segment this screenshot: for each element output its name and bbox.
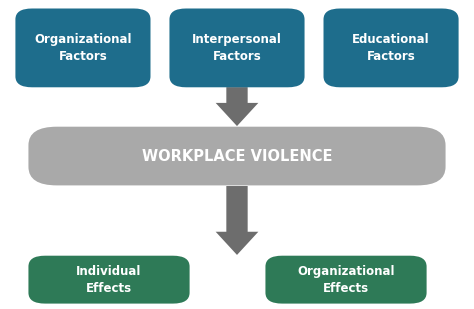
Text: Organizational
Effects: Organizational Effects (297, 265, 395, 295)
FancyBboxPatch shape (15, 8, 151, 87)
Text: Individual
Effects: Individual Effects (76, 265, 142, 295)
Text: Interpersonal
Factors: Interpersonal Factors (192, 33, 282, 63)
Text: Organizational
Factors: Organizational Factors (34, 33, 132, 63)
Text: Educational
Factors: Educational Factors (352, 33, 430, 63)
FancyBboxPatch shape (28, 127, 446, 185)
FancyBboxPatch shape (170, 8, 304, 87)
FancyBboxPatch shape (323, 8, 459, 87)
FancyBboxPatch shape (28, 256, 190, 303)
FancyBboxPatch shape (265, 256, 427, 303)
Polygon shape (216, 186, 258, 255)
Polygon shape (216, 87, 258, 126)
Text: WORKPLACE VIOLENCE: WORKPLACE VIOLENCE (142, 149, 332, 163)
